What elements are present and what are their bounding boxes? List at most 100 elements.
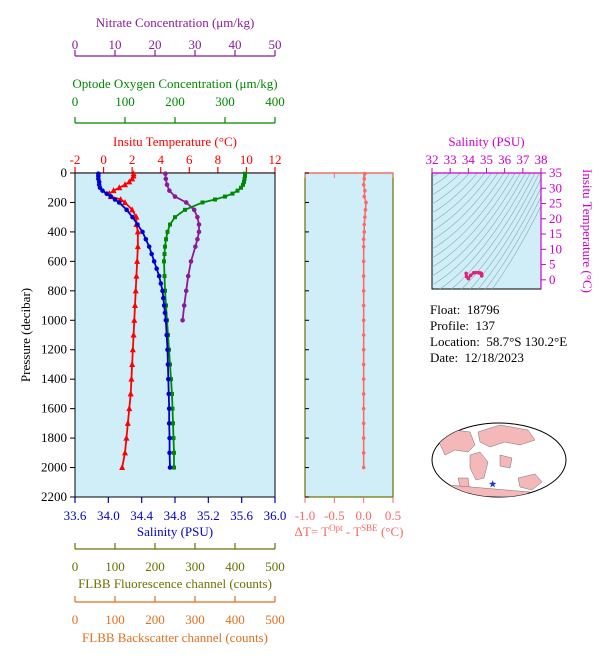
ts-point bbox=[479, 274, 484, 278]
fluorescence-tick-label: 100 bbox=[105, 559, 125, 574]
isopycnal-line bbox=[432, 173, 505, 250]
pressure-tick-label: 1400 bbox=[41, 371, 67, 386]
delta-t-point bbox=[361, 451, 366, 455]
salinity-point bbox=[166, 421, 172, 426]
float-value: 18796 bbox=[466, 302, 500, 317]
delta-t-point bbox=[361, 421, 366, 426]
nitrate-point bbox=[195, 236, 200, 242]
ts-diagram-panel: 32 33 34 35 36 37 38 Salinity (PSU) 051015202530… bbox=[392, 0, 596, 293]
oxygen-point bbox=[162, 252, 167, 256]
ts-x-tick-label: 38 bbox=[535, 152, 548, 167]
float-label: Float: bbox=[430, 302, 461, 317]
landmass bbox=[517, 473, 543, 491]
oxygen-point bbox=[239, 185, 243, 190]
ts-y-tick-label: 10 bbox=[549, 241, 562, 256]
oxygen-point bbox=[163, 244, 167, 249]
fluorescence-tick-label: 500 bbox=[265, 559, 285, 574]
temperature-point bbox=[134, 228, 141, 235]
date-value: 12/18/2023 bbox=[464, 350, 524, 365]
isopycnal-line bbox=[451, 173, 536, 289]
temperature-point bbox=[130, 331, 137, 338]
date-info: Date: 12/18/2023 bbox=[430, 350, 524, 366]
delta-t-point bbox=[361, 392, 366, 396]
salinity-point bbox=[165, 362, 171, 367]
oxygen-point bbox=[223, 194, 227, 199]
isopycnal-line bbox=[432, 173, 499, 241]
delta-t-point bbox=[361, 436, 366, 440]
delta-t-label-part: Opt bbox=[329, 523, 343, 533]
oxygen-point bbox=[171, 436, 176, 441]
pressure-tick-label: 1200 bbox=[41, 342, 67, 357]
backscatter-tick-label: 400 bbox=[225, 612, 245, 627]
ts-point bbox=[464, 271, 468, 276]
salinity-point bbox=[167, 450, 172, 456]
nitrate-point bbox=[167, 188, 172, 193]
oxygen-point bbox=[170, 406, 175, 411]
nitrate-point bbox=[163, 171, 168, 177]
pressure-tick-label: 0 bbox=[61, 165, 68, 180]
delta-t-panel: -1.0 -0.5 0.0 0.5ΔT= TOpt - TSBE (°C) bbox=[295, 171, 403, 539]
nitrate-point bbox=[196, 222, 202, 227]
isopycnal-line bbox=[432, 173, 478, 214]
nitrate-point bbox=[185, 273, 191, 279]
salinity-point bbox=[158, 281, 164, 286]
profile-info: Profile: 137 bbox=[430, 318, 495, 334]
backscatter-tick-label: 100 bbox=[105, 612, 125, 627]
nitrate-tick-label: 0 bbox=[72, 37, 79, 52]
temperature-point bbox=[119, 464, 126, 471]
delta-t-tick-label: -0.5 bbox=[324, 508, 345, 523]
isopycnal-line bbox=[432, 173, 486, 223]
delta-t-point bbox=[363, 208, 368, 212]
location-value: 58.7°S 130.2°E bbox=[486, 334, 568, 349]
landmass bbox=[499, 454, 513, 469]
salinity-axis-label: Salinity (PSU) bbox=[137, 524, 213, 539]
ts-x-tick-label: 37 bbox=[516, 152, 530, 167]
salinity-point bbox=[135, 222, 140, 227]
salinity-tick-label: 35.2 bbox=[197, 508, 220, 523]
salinity-point bbox=[161, 295, 166, 301]
oxygen-tick-label: 200 bbox=[165, 94, 185, 109]
ts-point bbox=[473, 270, 478, 275]
temperature-tick-label: 6 bbox=[186, 152, 193, 167]
salinity-point bbox=[164, 332, 169, 338]
delta-t-point bbox=[361, 362, 366, 367]
nitrate-axis-label: Nitrate Concentration (μm/kg) bbox=[96, 15, 255, 30]
temperature-tick-label: 10 bbox=[240, 152, 253, 167]
location-info: Location: 58.7°S 130.2°E bbox=[430, 334, 567, 350]
salinity-tick-label: 36.0 bbox=[264, 508, 287, 523]
delta-t-point bbox=[362, 194, 367, 199]
fluorescence-axis-label: FLBB Fluorescence channel (counts) bbox=[78, 576, 272, 591]
nitrate-point bbox=[183, 200, 189, 205]
oxygen-tick-label: 0 bbox=[72, 94, 79, 109]
salinity-point bbox=[151, 259, 157, 264]
nitrate-point bbox=[195, 214, 200, 220]
temperature-point bbox=[129, 360, 136, 367]
delta-t-point bbox=[361, 182, 366, 187]
salinity-point bbox=[161, 303, 167, 308]
profile-plot-area bbox=[74, 172, 276, 498]
isopycnal-line bbox=[469, 178, 541, 289]
isopycnal-line bbox=[432, 173, 526, 286]
salinity-point bbox=[162, 310, 168, 316]
pressure-tick-label: 200 bbox=[48, 194, 68, 209]
salinity-point bbox=[116, 200, 122, 205]
temperature-tick-label: -2 bbox=[70, 152, 81, 167]
salinity-tick-label: 33.6 bbox=[64, 508, 87, 523]
delta-t-point bbox=[361, 318, 366, 323]
salinity-point bbox=[165, 347, 170, 353]
delta-t-point bbox=[361, 244, 366, 249]
nitrate-tick-label: 10 bbox=[109, 37, 122, 52]
landmass bbox=[469, 451, 489, 481]
ts-x-tick-label: 33 bbox=[444, 152, 457, 167]
isopycnal-line bbox=[432, 173, 516, 268]
ts-x-tick-label: 35 bbox=[480, 152, 493, 167]
isopycnal-line bbox=[477, 187, 541, 289]
isopycnal-line bbox=[392, 0, 551, 136]
salinity-point bbox=[143, 236, 149, 242]
temperature-point bbox=[110, 187, 117, 194]
fluorescence-tick-label: 0 bbox=[72, 559, 79, 574]
oxygen-point bbox=[241, 182, 245, 187]
oxygen-point bbox=[213, 197, 217, 202]
nitrate-point bbox=[188, 259, 194, 264]
